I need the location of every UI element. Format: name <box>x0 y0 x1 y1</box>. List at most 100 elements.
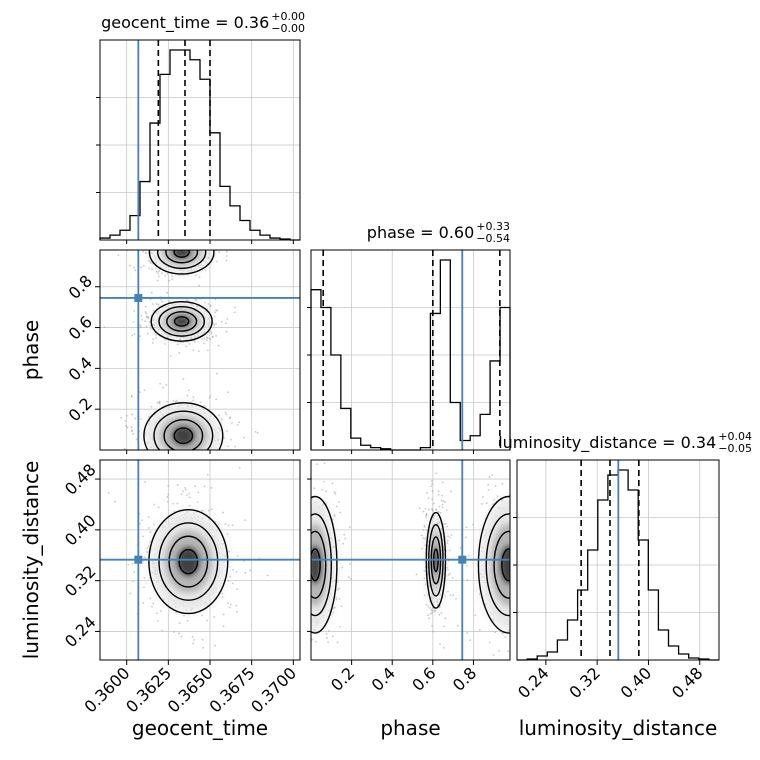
sample-point <box>513 540 515 542</box>
sample-point <box>332 611 335 614</box>
sample-point <box>512 526 514 528</box>
sample-point <box>194 245 196 247</box>
sample-point <box>304 610 306 612</box>
sample-point <box>183 241 185 243</box>
sample-point <box>169 452 171 454</box>
sample-point <box>444 595 447 597</box>
sample-point <box>529 550 531 552</box>
sample-point <box>192 243 194 245</box>
sample-point <box>194 234 196 236</box>
sample-point <box>204 482 206 484</box>
sample-point <box>201 480 203 482</box>
sample-point <box>514 508 516 510</box>
sample-point <box>525 627 527 629</box>
sample-point <box>514 549 516 551</box>
sample-point <box>182 461 184 463</box>
sample-point <box>301 550 303 552</box>
sample-point <box>325 490 328 493</box>
sample-point <box>304 642 306 644</box>
sample-point <box>150 262 152 264</box>
sample-point <box>297 626 299 628</box>
sample-point <box>151 342 154 344</box>
title-main: phase = 0.60 <box>367 223 474 242</box>
sample-point <box>208 337 211 340</box>
sample-point <box>183 614 185 617</box>
sample-point <box>217 523 220 526</box>
sample-point <box>305 531 307 533</box>
sample-point <box>180 635 183 638</box>
sample-point <box>160 609 162 612</box>
x-tick-label-phase: 0.6 <box>408 663 439 694</box>
sample-point <box>187 243 189 245</box>
sample-point <box>302 545 304 547</box>
sample-point <box>338 587 341 590</box>
sample-point <box>188 496 191 499</box>
sample-point <box>181 234 183 236</box>
sample-point <box>323 462 326 465</box>
sample-point <box>288 553 290 555</box>
panel-title-geocent_time: geocent_time = 0.36 +0.00−0.00 <box>101 10 305 35</box>
sample-point <box>522 512 524 514</box>
sample-point <box>233 467 235 469</box>
sample-point <box>166 496 169 498</box>
sample-point <box>433 610 436 613</box>
sample-point <box>152 231 154 233</box>
sample-point <box>543 519 545 521</box>
sample-point <box>451 576 454 579</box>
sample-point <box>209 338 212 341</box>
sample-point <box>140 266 143 269</box>
sample-point <box>157 275 160 278</box>
sample-point <box>496 495 499 498</box>
sample-point <box>156 401 159 404</box>
sample-point <box>188 492 190 495</box>
sample-point <box>300 573 302 575</box>
sample-point <box>192 468 194 470</box>
sample-point <box>229 603 232 606</box>
sample-point <box>184 488 187 491</box>
sample-point <box>487 483 490 486</box>
sample-point <box>204 234 206 236</box>
sample-point <box>339 511 342 514</box>
sample-point <box>195 457 197 459</box>
sample-point <box>520 518 522 520</box>
sample-point <box>297 588 299 590</box>
sample-point <box>534 588 536 590</box>
sample-point <box>215 323 218 326</box>
sample-point <box>206 229 208 231</box>
sample-point <box>243 436 245 439</box>
sample-point <box>197 491 200 494</box>
density-fill-core <box>172 426 195 445</box>
sample-point <box>204 301 206 304</box>
sample-point <box>201 457 203 459</box>
sample-point <box>422 510 425 513</box>
sample-point <box>156 612 159 615</box>
sample-point <box>206 236 208 238</box>
sample-point <box>133 266 135 269</box>
sample-point <box>306 584 308 586</box>
panel-frame <box>516 459 720 661</box>
sample-point <box>206 473 209 476</box>
sample-point <box>143 576 146 579</box>
sample-point <box>185 243 187 245</box>
sample-point <box>304 631 306 633</box>
contour-level-2 <box>168 535 209 588</box>
sample-point <box>435 509 438 511</box>
sample-point <box>438 614 441 616</box>
sample-point <box>148 260 151 263</box>
sample-point <box>173 243 175 245</box>
sample-point <box>303 510 305 512</box>
sample-point <box>225 322 227 325</box>
sample-point <box>114 500 116 503</box>
sample-point <box>172 399 175 402</box>
sample-point <box>192 241 194 243</box>
sample-point <box>529 495 531 497</box>
sample-point <box>147 545 150 548</box>
sample-point <box>514 673 516 675</box>
sample-point <box>349 577 352 580</box>
sample-point <box>157 484 159 486</box>
sample-point <box>424 594 426 597</box>
sample-point <box>225 330 228 333</box>
contour-level-4 <box>311 495 338 634</box>
sample-point <box>335 598 338 601</box>
sample-point <box>210 508 213 511</box>
